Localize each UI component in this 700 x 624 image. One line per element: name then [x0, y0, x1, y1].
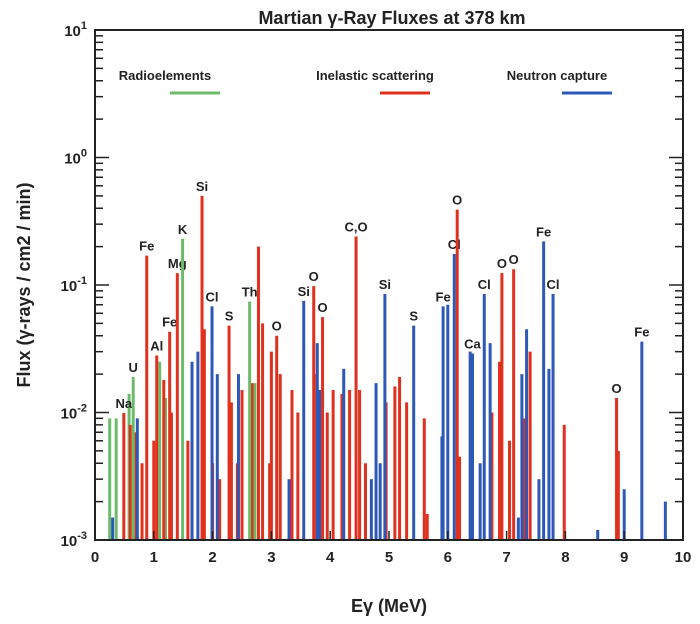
line-label: Th [242, 285, 258, 300]
line-label: O [509, 252, 519, 267]
x-tick-label: 7 [502, 549, 510, 566]
line-label: Si [196, 179, 208, 194]
line-label: Cl [448, 237, 461, 252]
line-label: Ca [464, 337, 481, 352]
line-label: Fe [139, 239, 154, 254]
y-tick-label: 100 [64, 148, 87, 168]
plot-area: NaUFeAlFeMgKSiClSThOSiOOC,OSiSFeClOCaClO… [108, 179, 667, 540]
legend-label: Radioelements [119, 68, 211, 83]
line-label: C,O [345, 220, 368, 235]
tick-exponent: -2 [77, 403, 87, 415]
line-label: K [178, 222, 188, 237]
line-label: Si [379, 277, 391, 292]
line-label: Fe [536, 224, 551, 239]
tick-base: 10 [61, 406, 78, 423]
line-label: S [225, 309, 234, 324]
x-tick-label: 3 [267, 549, 275, 566]
line-label: O [452, 193, 462, 208]
legend-label: Neutron capture [507, 68, 607, 83]
line-label: Cl [547, 277, 560, 292]
line-label: Cl [206, 289, 219, 304]
x-tick-label: 5 [385, 549, 393, 566]
legend: Radioelements Inelastic scattering Neutron… [119, 68, 612, 95]
legend-label: Inelastic scattering [316, 68, 434, 83]
tick-exponent: 0 [81, 148, 87, 160]
x-tick-label: 8 [561, 549, 569, 566]
line-label: Al [150, 338, 163, 353]
x-tick-label: 4 [326, 549, 335, 566]
y-tick-label: 10-1 [61, 275, 87, 295]
tick-base: 10 [61, 278, 78, 295]
y-axis-label: Flux (γ-rays / cm2 / min) [14, 182, 34, 387]
line-label: Fe [162, 315, 177, 330]
tick-exponent: -3 [77, 530, 87, 542]
line-label: O [611, 381, 621, 396]
x-tick-label: 9 [620, 549, 628, 566]
x-tick-label: 1 [150, 549, 158, 566]
tick-exponent: -1 [77, 275, 87, 287]
y-tick-label: 101 [64, 20, 87, 40]
x-tick-label: 0 [91, 549, 99, 566]
line-label: O [309, 269, 319, 284]
y-tick-label: 10-3 [61, 530, 87, 550]
tick-base: 10 [61, 533, 78, 550]
line-label: O [272, 319, 282, 334]
line-label: Fe [436, 289, 451, 304]
line-label: S [409, 309, 418, 324]
x-tick-label: 2 [208, 549, 216, 566]
x-tick-label: 6 [444, 549, 452, 566]
line-label: Na [115, 396, 132, 411]
line-label: Cl [478, 277, 491, 292]
line-label: U [129, 360, 138, 375]
line-label: Si [298, 284, 310, 299]
x-axis-label: Eγ (MeV) [351, 596, 427, 616]
y-tick-label: 10-2 [61, 403, 87, 423]
chart-title: Martian γ-Ray Fluxes at 378 km [258, 8, 525, 28]
line-label: Fe [634, 325, 649, 340]
tick-base: 10 [64, 151, 81, 168]
x-tick-label: 10 [675, 549, 692, 566]
tick-exponent: 1 [81, 20, 87, 32]
tick-base: 10 [64, 23, 81, 40]
line-label: O [497, 256, 507, 271]
line-label: O [317, 300, 327, 315]
